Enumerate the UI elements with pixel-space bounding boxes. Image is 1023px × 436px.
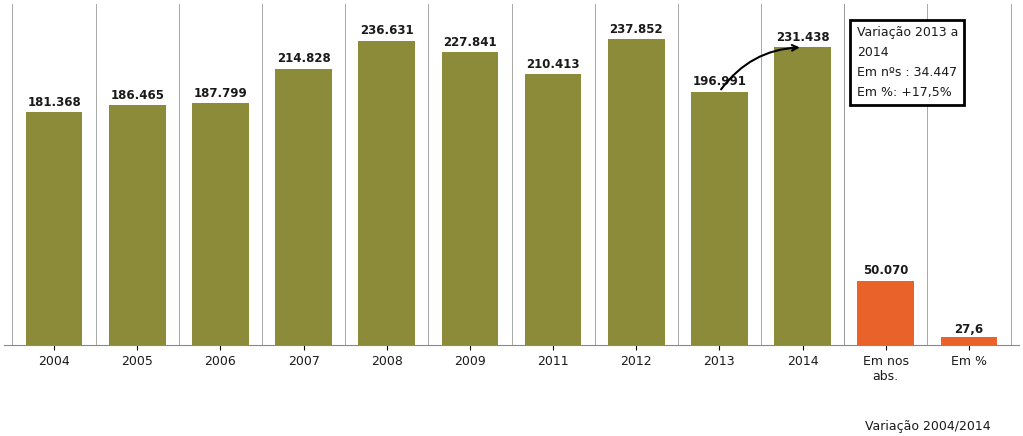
Text: 237.852: 237.852 bbox=[610, 23, 663, 36]
Text: 186.465: 186.465 bbox=[110, 89, 165, 102]
Text: Variação 2004/2014: Variação 2004/2014 bbox=[864, 420, 990, 433]
Bar bbox=[275, 69, 331, 345]
Bar bbox=[442, 52, 498, 345]
Bar bbox=[358, 41, 415, 345]
Text: 210.413: 210.413 bbox=[527, 58, 580, 71]
Text: 236.631: 236.631 bbox=[360, 24, 413, 37]
Bar bbox=[941, 337, 997, 345]
Text: 50.070: 50.070 bbox=[863, 264, 908, 277]
Text: 187.799: 187.799 bbox=[193, 87, 248, 100]
Bar bbox=[26, 112, 82, 345]
Bar bbox=[192, 103, 249, 345]
Bar bbox=[857, 281, 914, 345]
Bar bbox=[692, 92, 748, 345]
Text: Variação 2013 a
2014
Em nºs : 34.447
Em %: +17,5%: Variação 2013 a 2014 Em nºs : 34.447 Em … bbox=[856, 26, 958, 99]
Text: 227.841: 227.841 bbox=[443, 36, 497, 49]
Text: 196.991: 196.991 bbox=[693, 75, 747, 89]
Text: 181.368: 181.368 bbox=[28, 95, 81, 109]
Text: 231.438: 231.438 bbox=[775, 31, 830, 44]
Text: 214.828: 214.828 bbox=[276, 52, 330, 65]
Bar bbox=[608, 39, 665, 345]
Bar bbox=[525, 75, 581, 345]
Bar bbox=[774, 48, 831, 345]
Text: 27,6: 27,6 bbox=[954, 323, 983, 336]
Bar bbox=[109, 105, 166, 345]
